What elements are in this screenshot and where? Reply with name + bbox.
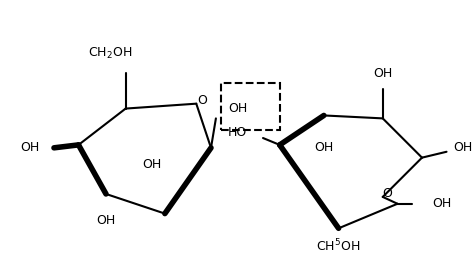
Text: OH: OH bbox=[143, 158, 162, 171]
Text: OH: OH bbox=[454, 141, 473, 154]
Text: O: O bbox=[383, 187, 392, 200]
Bar bbox=[221, 83, 280, 130]
Text: CH$^5$OH: CH$^5$OH bbox=[317, 238, 361, 254]
Text: OH: OH bbox=[228, 102, 248, 115]
Text: OH: OH bbox=[432, 197, 451, 210]
Text: OH: OH bbox=[373, 67, 392, 80]
Text: CH$_2$OH: CH$_2$OH bbox=[88, 46, 132, 61]
Text: O: O bbox=[197, 94, 207, 107]
Text: OH: OH bbox=[20, 141, 39, 154]
Text: HO: HO bbox=[228, 126, 247, 139]
Text: OH: OH bbox=[314, 141, 334, 154]
Text: OH: OH bbox=[96, 214, 116, 227]
